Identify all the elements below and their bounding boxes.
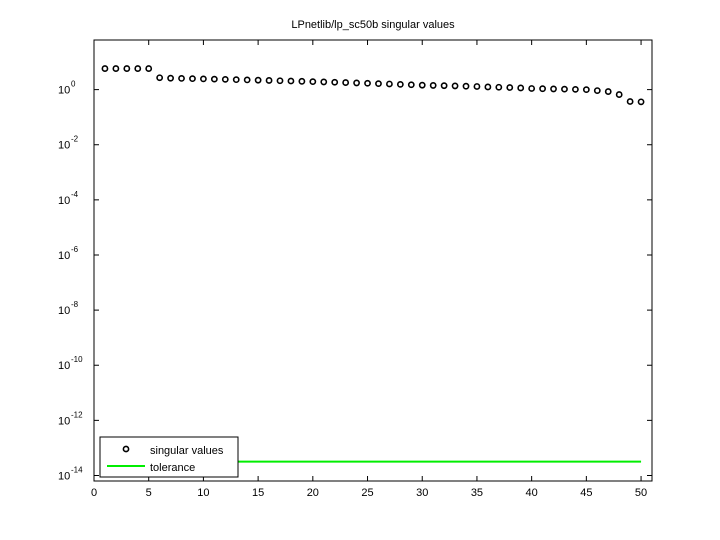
x-tick-label: 15 — [252, 487, 264, 499]
y-tick-exponent: -6 — [71, 245, 79, 254]
data-point — [495, 83, 503, 91]
y-tick-exponent: 0 — [71, 80, 76, 89]
y-tick-label: 10 — [58, 360, 70, 372]
data-point — [101, 65, 109, 72]
data-point — [287, 77, 295, 85]
data-point — [451, 82, 459, 90]
data-point — [484, 83, 492, 91]
data-point — [386, 80, 393, 88]
y-tick-label: 10 — [58, 195, 70, 207]
data-point — [309, 78, 317, 86]
data-point — [200, 75, 207, 83]
data-point — [440, 82, 448, 90]
data-point — [396, 80, 404, 88]
x-tick-label: 0 — [91, 487, 97, 499]
data-point — [604, 88, 612, 95]
data-point — [561, 85, 568, 93]
data-point — [418, 81, 426, 89]
data-point — [528, 85, 536, 92]
data-point — [254, 76, 262, 84]
data-point — [243, 76, 251, 84]
chart-title: LPnetlib/lp_sc50b singular values — [291, 19, 455, 31]
data-point — [298, 77, 306, 85]
data-point — [156, 74, 164, 82]
legend: singular values tolerance — [99, 436, 239, 478]
x-tick-label: 20 — [307, 487, 319, 499]
x-tick-label: 35 — [471, 487, 483, 499]
data-point — [189, 75, 196, 83]
data-point — [626, 98, 634, 105]
y-tick-label: 10 — [58, 85, 70, 97]
data-point — [615, 91, 623, 98]
legend-marker-circle-icon — [122, 445, 130, 453]
y-tick-exponent: -2 — [71, 135, 79, 144]
data-point — [429, 82, 437, 89]
data-point — [582, 86, 590, 94]
y-tick-label: 10 — [58, 305, 70, 317]
data-point — [112, 65, 120, 72]
data-point — [637, 98, 645, 106]
data-point — [375, 80, 382, 88]
y-tick-exponent: -10 — [71, 355, 83, 364]
x-tick-label: 50 — [635, 487, 647, 499]
y-tick-exponent: -8 — [71, 300, 79, 309]
x-tick-label: 5 — [146, 487, 152, 499]
x-tick-label: 30 — [416, 487, 428, 499]
x-tick-label: 40 — [526, 487, 538, 499]
data-point — [506, 84, 514, 91]
plot-area — [101, 65, 645, 463]
y-tick-exponent: -12 — [71, 410, 83, 419]
legend-label-tolerance: tolerance — [150, 462, 195, 474]
data-point — [462, 82, 470, 90]
data-point — [210, 75, 218, 83]
data-point — [342, 79, 350, 86]
data-point — [572, 85, 579, 93]
y-tick-exponent: -4 — [71, 190, 79, 199]
y-tick-label: 10 — [58, 140, 70, 152]
data-point — [331, 78, 339, 86]
y-tick-label: 10 — [58, 470, 70, 482]
data-point — [123, 65, 131, 72]
data-point — [134, 65, 142, 72]
data-point — [353, 79, 360, 87]
data-point — [167, 74, 174, 82]
data-point — [407, 81, 415, 89]
data-point — [178, 75, 185, 82]
axes: 0 5 10 15 20 25 30 35 40 45 5010010-210-410-610-81… — [58, 39, 653, 499]
legend-label-singular-values: singular values — [150, 445, 224, 457]
data-point — [473, 83, 481, 90]
y-tick-exponent: -14 — [71, 465, 83, 474]
axes-box — [93, 39, 653, 482]
data-point — [145, 65, 153, 72]
x-tick-label: 25 — [361, 487, 373, 499]
x-tick-label: 10 — [197, 487, 209, 499]
data-point — [232, 76, 240, 84]
data-point — [221, 75, 229, 83]
data-point — [320, 78, 328, 86]
data-point — [364, 79, 371, 87]
data-point — [539, 85, 546, 93]
y-tick-label: 10 — [58, 415, 70, 427]
data-point — [276, 77, 284, 85]
legend-box — [99, 436, 239, 478]
data-point — [517, 84, 525, 92]
x-tick-label: 45 — [580, 487, 592, 499]
data-point — [593, 87, 601, 95]
data-point — [265, 77, 273, 84]
y-tick-label: 10 — [58, 250, 70, 262]
data-point — [550, 85, 557, 93]
